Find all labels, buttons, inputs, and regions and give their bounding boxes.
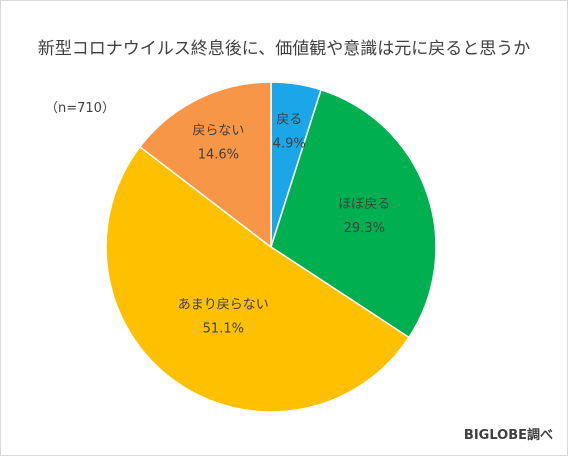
pie-slice-not-really-return — [105, 145, 411, 413]
pie-labels: 戻る 4.9% ほぼ戻る 29.3% あまり戻らない 51.1% 戻らない 14.6% — [178, 113, 391, 337]
slice-value-return: 4.9% — [273, 137, 306, 152]
pie-slice-mostly-return — [270, 88, 437, 339]
chart-title: 新型コロナウイルス終息後に、価値観や意識は元に戻ると思うか — [37, 39, 531, 59]
source-credit: BIGLOBE調べ — [463, 428, 553, 443]
slice-label-mostly-return: ほぼ戻る — [338, 197, 390, 212]
pie-slices — [105, 81, 437, 413]
slice-label-return: 戻る — [276, 113, 302, 128]
slice-label-not-really-return: あまり戻らない — [178, 297, 269, 312]
slice-label-not-return: 戻らない — [192, 124, 244, 139]
pie-slice-not-return — [138, 81, 272, 249]
sample-size-note: （n=710） — [45, 101, 115, 116]
slice-value-not-return: 14.6% — [198, 148, 239, 163]
slice-value-mostly-return: 29.3% — [344, 221, 385, 236]
slice-value-not-really-return: 51.1% — [203, 321, 244, 336]
